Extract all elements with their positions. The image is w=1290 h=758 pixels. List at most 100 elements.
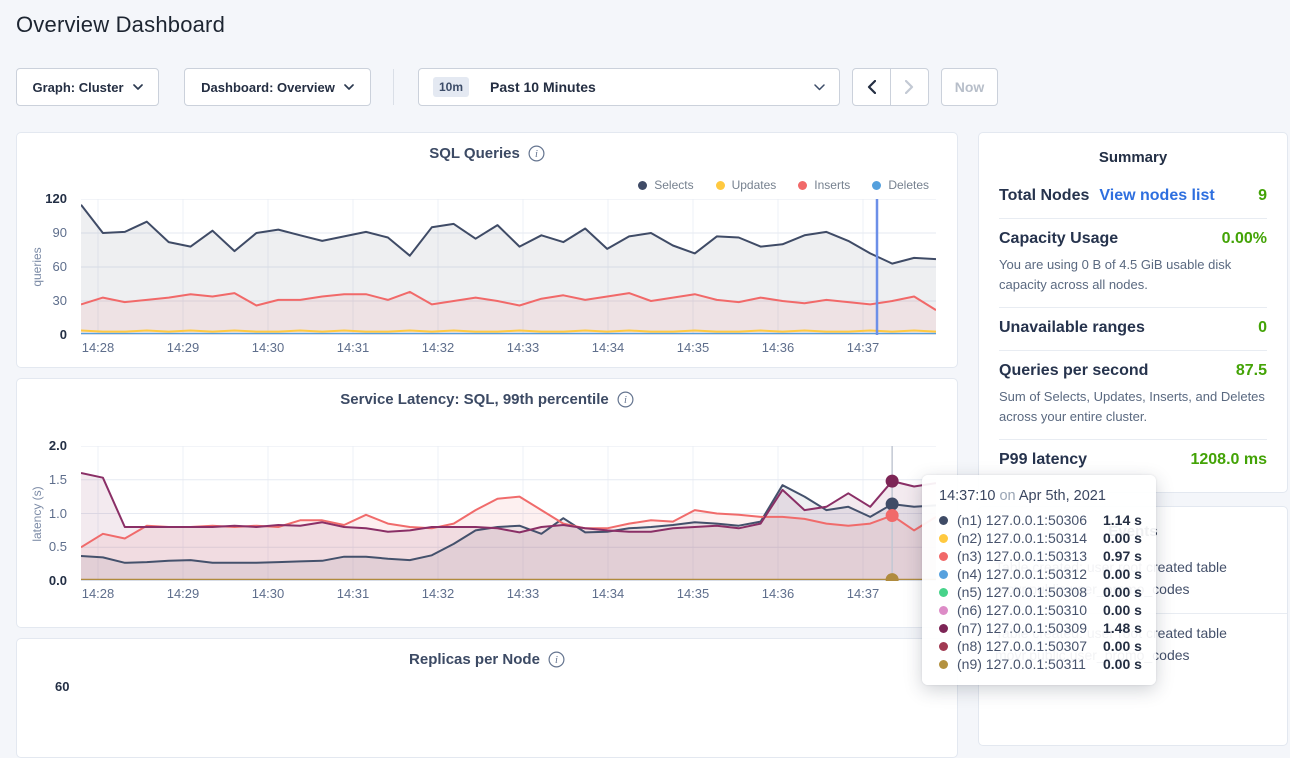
series-dot-icon bbox=[939, 623, 948, 633]
legend-label: Updates bbox=[731, 178, 777, 192]
tooltip-node-value: 0.00 s bbox=[1103, 530, 1142, 546]
svg-text:i: i bbox=[535, 149, 538, 160]
qps-label: Queries per second bbox=[999, 362, 1149, 379]
series-dot-icon bbox=[939, 569, 948, 579]
graph-dropdown-label: Graph: Cluster bbox=[32, 79, 124, 95]
chevron-down-icon bbox=[132, 84, 143, 90]
x-tick: 14:31 bbox=[336, 586, 370, 601]
time-forward-button[interactable] bbox=[890, 68, 929, 106]
x-tick: 14:33 bbox=[506, 586, 540, 601]
tooltip-row: (n6) 127.0.0.1:50310 0.00 s bbox=[939, 601, 1142, 619]
y-tick: 1.0 bbox=[48, 505, 67, 521]
summary-row-unavailable: Unavailable ranges 0 bbox=[999, 308, 1267, 351]
tooltip-node-value: 0.00 s bbox=[1103, 638, 1142, 654]
x-tick: 14:28 bbox=[81, 340, 115, 355]
tooltip-row: (n7) 127.0.0.1:50309 1.48 s bbox=[939, 619, 1142, 637]
replicas-chart-card: Replicas per Node i 60 bbox=[16, 638, 958, 758]
tooltip-node-value: 1.14 s bbox=[1103, 512, 1142, 528]
x-tick: 14:37 bbox=[846, 340, 880, 355]
capacity-value: 0.00% bbox=[1221, 230, 1267, 247]
legend-item[interactable]: Deletes bbox=[872, 178, 929, 192]
time-range-badge: 10m bbox=[433, 77, 470, 97]
tooltip-node-label: (n9) 127.0.0.1:50311 bbox=[957, 656, 1086, 672]
tooltip-node-value: 0.00 s bbox=[1103, 566, 1142, 582]
tooltip-timestamp: 14:37:10 on Apr 5th, 2021 bbox=[939, 488, 1106, 504]
chart-legend: Selects Updates Inserts Deletes bbox=[638, 178, 929, 192]
y-tick: 60 bbox=[55, 679, 70, 694]
series-dot-icon bbox=[939, 641, 948, 651]
tooltip-rows: (n1) 127.0.0.1:50306 1.14 s (n2) 127.0.0.1… bbox=[939, 511, 1142, 673]
dashboard-dropdown[interactable]: Dashboard: Overview bbox=[184, 68, 371, 106]
p99-latency-label: P99 latency bbox=[999, 451, 1088, 468]
y-tick: 0 bbox=[59, 327, 67, 342]
tooltip-node-label: (n6) 127.0.0.1:50310 bbox=[957, 602, 1087, 618]
time-back-button[interactable] bbox=[852, 68, 891, 106]
x-tick: 14:35 bbox=[676, 340, 710, 355]
y-tick: 90 bbox=[52, 225, 67, 240]
legend-item[interactable]: Selects bbox=[638, 178, 694, 192]
tooltip-node-label: (n8) 127.0.0.1:50307 bbox=[957, 638, 1087, 654]
sql-queries-plot[interactable] bbox=[81, 199, 936, 335]
y-tick: 0.5 bbox=[48, 539, 67, 555]
tooltip-node-value: 1.48 s bbox=[1103, 620, 1142, 636]
x-tick: 14:36 bbox=[761, 340, 795, 355]
chart-title: Replicas per Node bbox=[409, 651, 540, 668]
legend-item[interactable]: Inserts bbox=[798, 178, 850, 192]
chart-title: SQL Queries bbox=[429, 145, 520, 162]
chart-hover-tooltip: 14:37:10 on Apr 5th, 2021 (n1) 127.0.0.1… bbox=[922, 475, 1156, 685]
legend-item[interactable]: Updates bbox=[715, 178, 777, 192]
series-dot-icon bbox=[939, 659, 948, 669]
svg-text:i: i bbox=[555, 655, 558, 666]
chart-title: Service Latency: SQL, 99th percentile bbox=[340, 391, 609, 408]
y-tick: 2.0 bbox=[48, 438, 67, 453]
x-tick: 14:29 bbox=[166, 340, 200, 355]
tooltip-node-label: (n5) 127.0.0.1:50308 bbox=[957, 584, 1087, 600]
summary-row-p99: P99 latency 1208.0 ms bbox=[999, 440, 1267, 482]
x-tick: 14:29 bbox=[166, 586, 200, 601]
y-tick: 120 bbox=[45, 191, 67, 206]
total-nodes-label: Total Nodes bbox=[999, 187, 1090, 204]
tooltip-row: (n8) 127.0.0.1:50307 0.00 s bbox=[939, 637, 1142, 655]
x-tick: 14:28 bbox=[81, 586, 115, 601]
summary-panel: Summary Total Nodes View nodes list 9 Ca… bbox=[978, 132, 1288, 493]
svg-text:i: i bbox=[624, 395, 627, 406]
x-tick: 14:32 bbox=[421, 340, 455, 355]
tooltip-row: (n2) 127.0.0.1:50314 0.00 s bbox=[939, 529, 1142, 547]
page-title: Overview Dashboard bbox=[16, 12, 226, 37]
series-dot-icon bbox=[939, 533, 948, 543]
tooltip-node-value: 0.97 s bbox=[1103, 548, 1142, 564]
x-tick: 14:35 bbox=[676, 586, 710, 601]
tooltip-row: (n5) 127.0.0.1:50308 0.00 s bbox=[939, 583, 1142, 601]
y-tick: 30 bbox=[52, 293, 67, 308]
info-icon[interactable]: i bbox=[617, 391, 634, 408]
info-icon[interactable]: i bbox=[528, 145, 545, 162]
now-button[interactable]: Now bbox=[941, 68, 998, 106]
time-range-label: Past 10 Minutes bbox=[490, 79, 596, 95]
tooltip-row: (n4) 127.0.0.1:50312 0.00 s bbox=[939, 565, 1142, 583]
tooltip-node-label: (n4) 127.0.0.1:50312 bbox=[957, 566, 1087, 582]
legend-label: Deletes bbox=[888, 178, 929, 192]
summary-title: Summary bbox=[1098, 149, 1168, 166]
unavailable-ranges-label: Unavailable ranges bbox=[999, 319, 1145, 336]
x-tick: 14:32 bbox=[421, 586, 455, 601]
x-tick: 14:37 bbox=[846, 586, 880, 601]
capacity-label: Capacity Usage bbox=[999, 230, 1119, 247]
tooltip-node-label: (n7) 127.0.0.1:50309 bbox=[957, 620, 1087, 636]
service-latency-chart-card: Service Latency: SQL, 99th percentile i … bbox=[16, 378, 958, 628]
graph-dropdown[interactable]: Graph: Cluster bbox=[16, 68, 159, 106]
x-tick: 14:33 bbox=[506, 340, 540, 355]
summary-row-capacity: Capacity Usage 0.00% You are using 0 B o… bbox=[999, 219, 1267, 308]
chevron-left-icon bbox=[867, 80, 876, 94]
sql-queries-chart-card: SQL Queries i Selects Updates Inserts Delet… bbox=[16, 132, 958, 368]
service-latency-plot[interactable] bbox=[81, 446, 936, 581]
y-tick: 1.5 bbox=[48, 471, 67, 487]
series-dot-icon bbox=[939, 551, 948, 561]
y-tick: 0.0 bbox=[48, 573, 67, 588]
summary-row-total-nodes: Total Nodes View nodes list 9 bbox=[999, 176, 1267, 219]
time-range-selector[interactable]: 10m Past 10 Minutes bbox=[418, 68, 840, 106]
tooltip-row: (n1) 127.0.0.1:50306 1.14 s bbox=[939, 511, 1142, 529]
legend-label: Selects bbox=[654, 178, 694, 192]
view-nodes-list-link[interactable]: View nodes list bbox=[1099, 187, 1215, 204]
info-icon[interactable]: i bbox=[548, 651, 565, 668]
capacity-description: You are using 0 B of 4.5 GiB usable disk… bbox=[999, 257, 1232, 292]
